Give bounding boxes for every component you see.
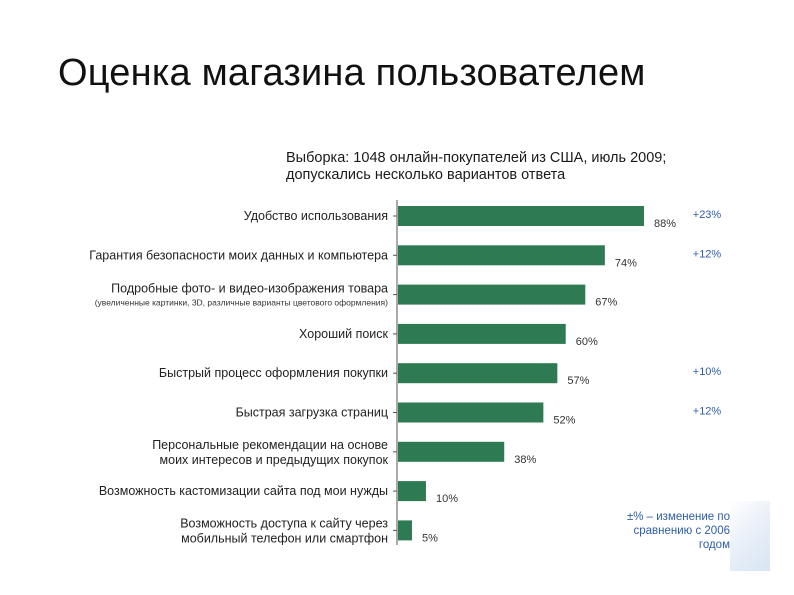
bar-4 (398, 323, 566, 344)
bar-value-label: 5% (422, 532, 438, 544)
bar-value-label: 38% (514, 454, 536, 466)
bar-value-label: 57% (567, 375, 589, 387)
change-label: +12% (693, 248, 722, 260)
bar-value-label: 74% (615, 257, 637, 269)
category-label: Подробные фото- и видео-изображения това… (111, 282, 388, 296)
category-label: мобильный телефон или смартфон (181, 531, 388, 545)
bar-8 (398, 481, 426, 502)
corner-decoration (730, 501, 770, 571)
category-label: Быстрая загрузка страниц (236, 406, 388, 420)
bar-5 (398, 363, 558, 384)
bar-9 (398, 520, 412, 541)
change-legend-note: ±% – изменение по сравнению с 2006 годом (626, 511, 730, 551)
bar-2 (398, 245, 605, 266)
category-label: Хороший поиск (299, 327, 388, 341)
category-label: Возможность кастомизации сайта под мои н… (99, 484, 388, 498)
bar-value-label: 52% (553, 415, 575, 427)
category-label: Гарантия безопасности моих данных и комп… (89, 248, 388, 262)
category-sublabel: (увеличенные картинки, 3D, различные вар… (95, 298, 388, 308)
bar-1 (398, 206, 644, 226)
bar-6 (398, 402, 544, 423)
category-label: Удобство использования (244, 209, 388, 223)
change-label: +12% (693, 406, 722, 418)
category-label: Быстрый процесс оформления покупки (159, 366, 388, 380)
category-label: Персональные рекомендации на основе (152, 438, 388, 452)
category-label: моих интересов и предыдущих покупок (160, 453, 389, 467)
bar-value-label: 67% (595, 297, 617, 309)
bar-3 (398, 284, 586, 305)
change-label: +23% (693, 209, 722, 221)
subtitle-line-1: Выборка: 1048 онлайн-покупателей из США,… (286, 150, 667, 166)
page-title: Оценка магазина пользователем (58, 52, 646, 94)
change-label: +10% (693, 366, 722, 378)
category-label: Возможность доступа к сайту через (180, 516, 388, 530)
bar-value-label: 60% (576, 336, 598, 348)
bar-7 (398, 441, 505, 462)
subtitle-line-2: допускались несколько вариантов ответа (286, 167, 566, 183)
bar-value-label: 88% (654, 218, 676, 230)
chart-subtitle: Выборка: 1048 онлайн-покупателей из США,… (286, 150, 756, 184)
bar-value-label: 10% (436, 493, 458, 505)
